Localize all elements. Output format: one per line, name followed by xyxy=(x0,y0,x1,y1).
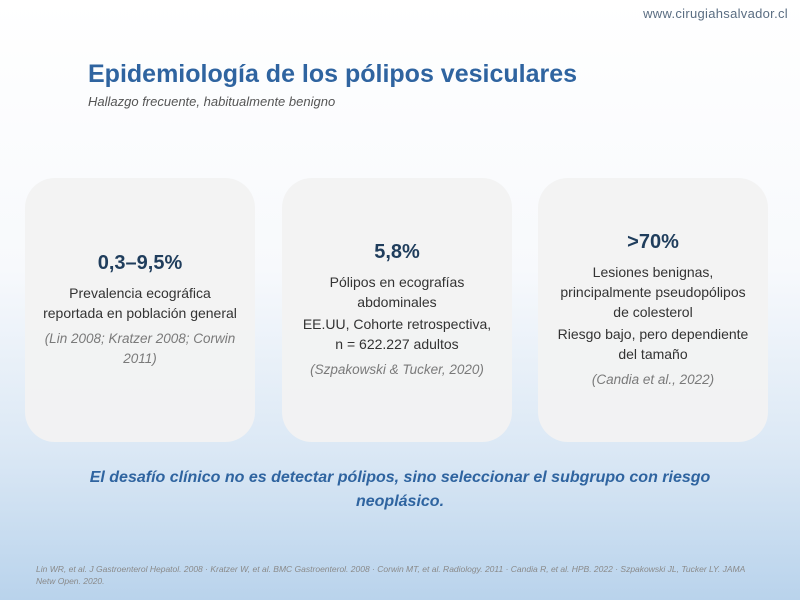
references: Lin WR, et al. J Gastroenterol Hepatol. … xyxy=(36,564,745,586)
stat-value: 5,8% xyxy=(374,240,420,263)
stat-card: >70% Lesiones benignas, principalmente ps… xyxy=(538,178,768,442)
stat-description: Pólipos en ecografías abdominales xyxy=(329,273,465,310)
citation: (Candia et al., 2022) xyxy=(591,371,715,387)
stat-value: >70% xyxy=(627,230,679,253)
citation: (Szpakowski & Tucker, 2020) xyxy=(310,361,484,377)
stat-description: Lesiones benignas, principalmente pseudo… xyxy=(560,263,746,320)
stat-description: EE.UU, Cohorte retrospectiva, n = 622.22… xyxy=(302,315,492,352)
title: Epidemiología de los pólipos vesiculares xyxy=(88,60,578,88)
site-url: www.cirugiahsalvador.cl xyxy=(643,6,788,21)
stat-card: 5,8% Pólipos en ecografías abdominales EE.… xyxy=(282,178,512,442)
subtitle: Hallazgo frecuente, habitualmente benign… xyxy=(88,94,336,109)
stat-description: Prevalencia ecográfica reportada en pobl… xyxy=(43,284,237,321)
key-message: El desafío clínico no es detectar pólipo… xyxy=(89,469,711,510)
citation: (Lin 2008; Kratzer 2008; Corwin 2011) xyxy=(44,330,236,366)
stat-value: 0,3–9,5% xyxy=(97,251,183,274)
stat-card: 0,3–9,5% Prevalencia ecográfica reportada… xyxy=(25,178,255,442)
stat-description: Riesgo bajo, pero dependiente del tamaño xyxy=(557,325,749,362)
